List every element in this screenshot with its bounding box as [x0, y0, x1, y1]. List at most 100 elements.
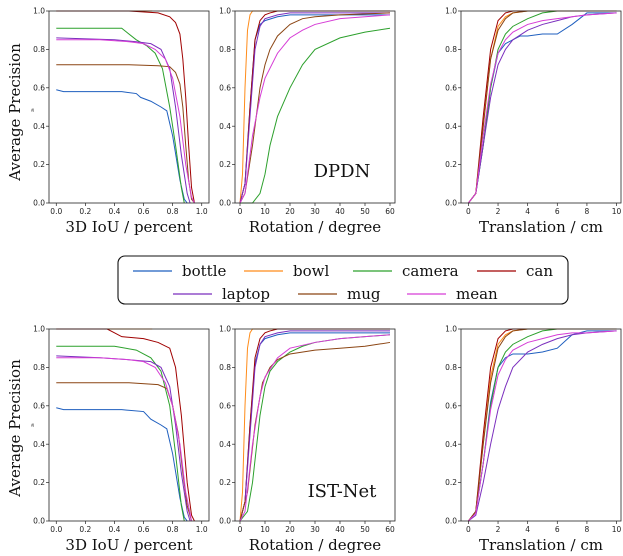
- series-line-bottle: [56, 407, 188, 522]
- y-tick-label: 0.2: [219, 160, 231, 169]
- x-tick-label: 40: [335, 525, 345, 534]
- series-line-mug: [468, 10, 617, 204]
- series-line-laptop: [239, 330, 390, 522]
- legend-frame: [117, 255, 569, 305]
- x-tick-label: 0.6: [138, 525, 150, 534]
- series-line-laptop: [56, 37, 191, 204]
- x-tick-label: 50: [360, 525, 370, 534]
- series-line-camera: [468, 10, 617, 204]
- series-line-bottle: [56, 89, 188, 204]
- y-tick-label: 0.0: [219, 199, 231, 208]
- y-axis-label-bottom: Average Precision: [6, 359, 24, 498]
- plot-frame: [48, 328, 210, 522]
- x-tick-label: 1.0: [196, 525, 208, 534]
- y-tick-label: 0.6: [445, 83, 457, 92]
- y-tick-label: 0.8: [219, 363, 231, 372]
- y-tick-label: 0.2: [445, 478, 457, 487]
- y-tick-label: 0.6: [219, 401, 231, 410]
- series-line-camera: [240, 27, 391, 204]
- legend-label-can: can: [526, 262, 553, 280]
- x-axis-label: Translation / cm: [479, 536, 603, 554]
- x-tick-label: 10: [612, 207, 622, 216]
- y-tick-label: 0.4: [33, 440, 45, 449]
- legend: bottle bowl camera can laptop mug mean: [117, 255, 569, 305]
- x-tick-label: 0.6: [138, 207, 150, 216]
- legend-label-camera: camera: [402, 262, 459, 280]
- y-tick-label: 1.0: [445, 7, 457, 16]
- y-tick-label: 0.8: [33, 45, 45, 54]
- series-line-mean: [239, 14, 391, 204]
- x-tick-label: 8: [585, 525, 590, 534]
- x-tick-label: 10: [612, 525, 622, 534]
- x-tick-label: 6: [555, 525, 560, 534]
- y-tick-label: 0.8: [445, 45, 457, 54]
- x-axis-label: Rotation / degree: [249, 218, 382, 236]
- x-tick-label: 60: [385, 525, 395, 534]
- x-tick-label: 2: [496, 525, 501, 534]
- y-tick-label: 0.6: [33, 83, 45, 92]
- x-tick-label: 30: [310, 207, 320, 216]
- x-tick-label: 0.8: [167, 525, 179, 534]
- y-tick-label: 0.2: [445, 160, 457, 169]
- y-tick-label: 0.0: [445, 199, 457, 208]
- y-tick-label: 0.4: [33, 122, 45, 131]
- plot-frame: [460, 328, 622, 522]
- panel-0-0: 0.0 0.2 0.4 0.6 0.8 1.0 0.0 0.2 0.4 0.6 0.8 1.0 3D I…: [33, 7, 210, 236]
- series-line-mean: [468, 330, 617, 522]
- y-tick-label: 0.0: [219, 517, 231, 526]
- x-tick-label: 2: [496, 207, 501, 216]
- y-tick-label: 0.0: [33, 199, 45, 208]
- y-tick-label: 1.0: [33, 7, 45, 16]
- y-tick-label: 1.0: [219, 7, 231, 16]
- y-tick-label: 0.8: [219, 45, 231, 54]
- legend-label-laptop: laptop: [222, 285, 270, 303]
- x-tick-label: 0.2: [79, 207, 91, 216]
- series-line-camera: [56, 345, 185, 522]
- y-tick-label: 0.2: [33, 478, 45, 487]
- panel-1-2: 0.0 0.2 0.4 0.6 0.8 1.0 0 2 4 6 8 10 Translation / c…: [445, 325, 621, 554]
- x-tick-label: 30: [310, 525, 320, 534]
- series-line-mug: [239, 12, 391, 204]
- x-axis-label: Rotation / degree: [249, 536, 382, 554]
- y-tick-label: 0.0: [445, 517, 457, 526]
- series-line-can: [468, 10, 617, 204]
- x-tick-label: 40: [335, 207, 345, 216]
- y-tick-label: 0.0: [33, 517, 45, 526]
- x-tick-label: 20: [285, 207, 295, 216]
- x-axis-label: Translation / cm: [479, 218, 603, 236]
- plot-frame: [48, 10, 210, 204]
- model-label-dpdn: DPDN: [314, 161, 371, 182]
- legend-label-bottle: bottle: [182, 262, 226, 280]
- series-line-laptop: [468, 12, 617, 204]
- series-line-mean: [56, 39, 195, 204]
- y-tick-label: 0.4: [219, 122, 231, 131]
- x-tick-label: 0.8: [167, 207, 179, 216]
- y-tick-label: 0.4: [219, 440, 231, 449]
- panel-0-1: 0.0 0.2 0.4 0.6 0.8 1.0 0 10 20 30 40 50 60Rotation …: [219, 7, 396, 236]
- series-line-laptop: [239, 12, 390, 204]
- y-tick-label: 1.0: [445, 325, 457, 334]
- series-line-mug: [56, 382, 193, 522]
- series-line-bowl: [468, 328, 617, 522]
- x-tick-label: 10: [260, 207, 270, 216]
- series-line-laptop: [56, 355, 191, 522]
- x-tick-label: 6: [555, 207, 560, 216]
- x-tick-label: 0.0: [50, 525, 62, 534]
- series-line-camera: [56, 27, 185, 204]
- legend-label-mug: mug: [347, 285, 381, 303]
- y-axis-label-top: Average Precision: [6, 43, 24, 182]
- x-tick-label: 0: [238, 525, 243, 534]
- x-tick-label: 0.4: [108, 525, 120, 534]
- x-tick-label: 8: [585, 207, 590, 216]
- series-line-mean: [56, 357, 193, 522]
- x-tick-label: 0: [466, 207, 471, 216]
- x-tick-label: 60: [385, 207, 395, 216]
- y-tick-label: 0.8: [33, 363, 45, 372]
- x-tick-label: 4: [525, 525, 530, 534]
- y-tick-label: 0.2: [33, 160, 45, 169]
- legend-label-bowl: bowl: [293, 262, 329, 280]
- y-tick-label: 0.6: [33, 401, 45, 410]
- legend-label-mean: mean: [456, 285, 498, 303]
- x-tick-label: 0: [238, 207, 243, 216]
